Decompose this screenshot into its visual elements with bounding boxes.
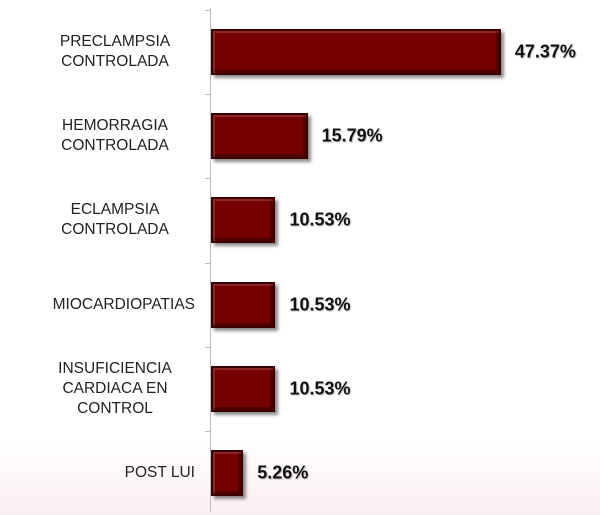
axis-tick (205, 430, 210, 432)
value-label: 47.37% (514, 41, 576, 62)
value-label: 10.53% (289, 378, 351, 399)
bar (211, 29, 501, 76)
value-label: 10.53% (289, 294, 351, 315)
bar (211, 365, 276, 412)
bar (211, 113, 308, 160)
category-label: HEMORRAGIA CONTROLADA (61, 117, 169, 155)
category-label: PRECLAMPSIA CONTROLADA (59, 33, 171, 71)
value-label: 10.53% (289, 209, 351, 230)
value-label: 5.26% (257, 462, 309, 483)
category-label: MIOCARDIOPATIAS (52, 295, 195, 313)
category-axis (210, 8, 211, 512)
category-label: ECLAMPSIA CONTROLADA (61, 201, 169, 239)
value-label: 15.79% (321, 125, 383, 146)
axis-tick (205, 178, 210, 180)
axis-tick (205, 94, 210, 96)
category-label: INSUFICIENCIA CARDIACA EN CONTROL (58, 359, 172, 417)
category-label: POST LUI (124, 463, 195, 481)
axis-tick (205, 10, 210, 11)
bar (211, 281, 276, 328)
bar (211, 197, 276, 244)
bar (211, 449, 244, 496)
axis-tick (205, 346, 210, 348)
axis-tick (205, 262, 210, 264)
